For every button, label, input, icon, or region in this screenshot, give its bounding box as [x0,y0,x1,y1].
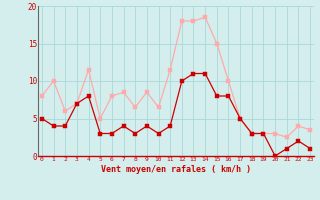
X-axis label: Vent moyen/en rafales ( km/h ): Vent moyen/en rafales ( km/h ) [101,165,251,174]
